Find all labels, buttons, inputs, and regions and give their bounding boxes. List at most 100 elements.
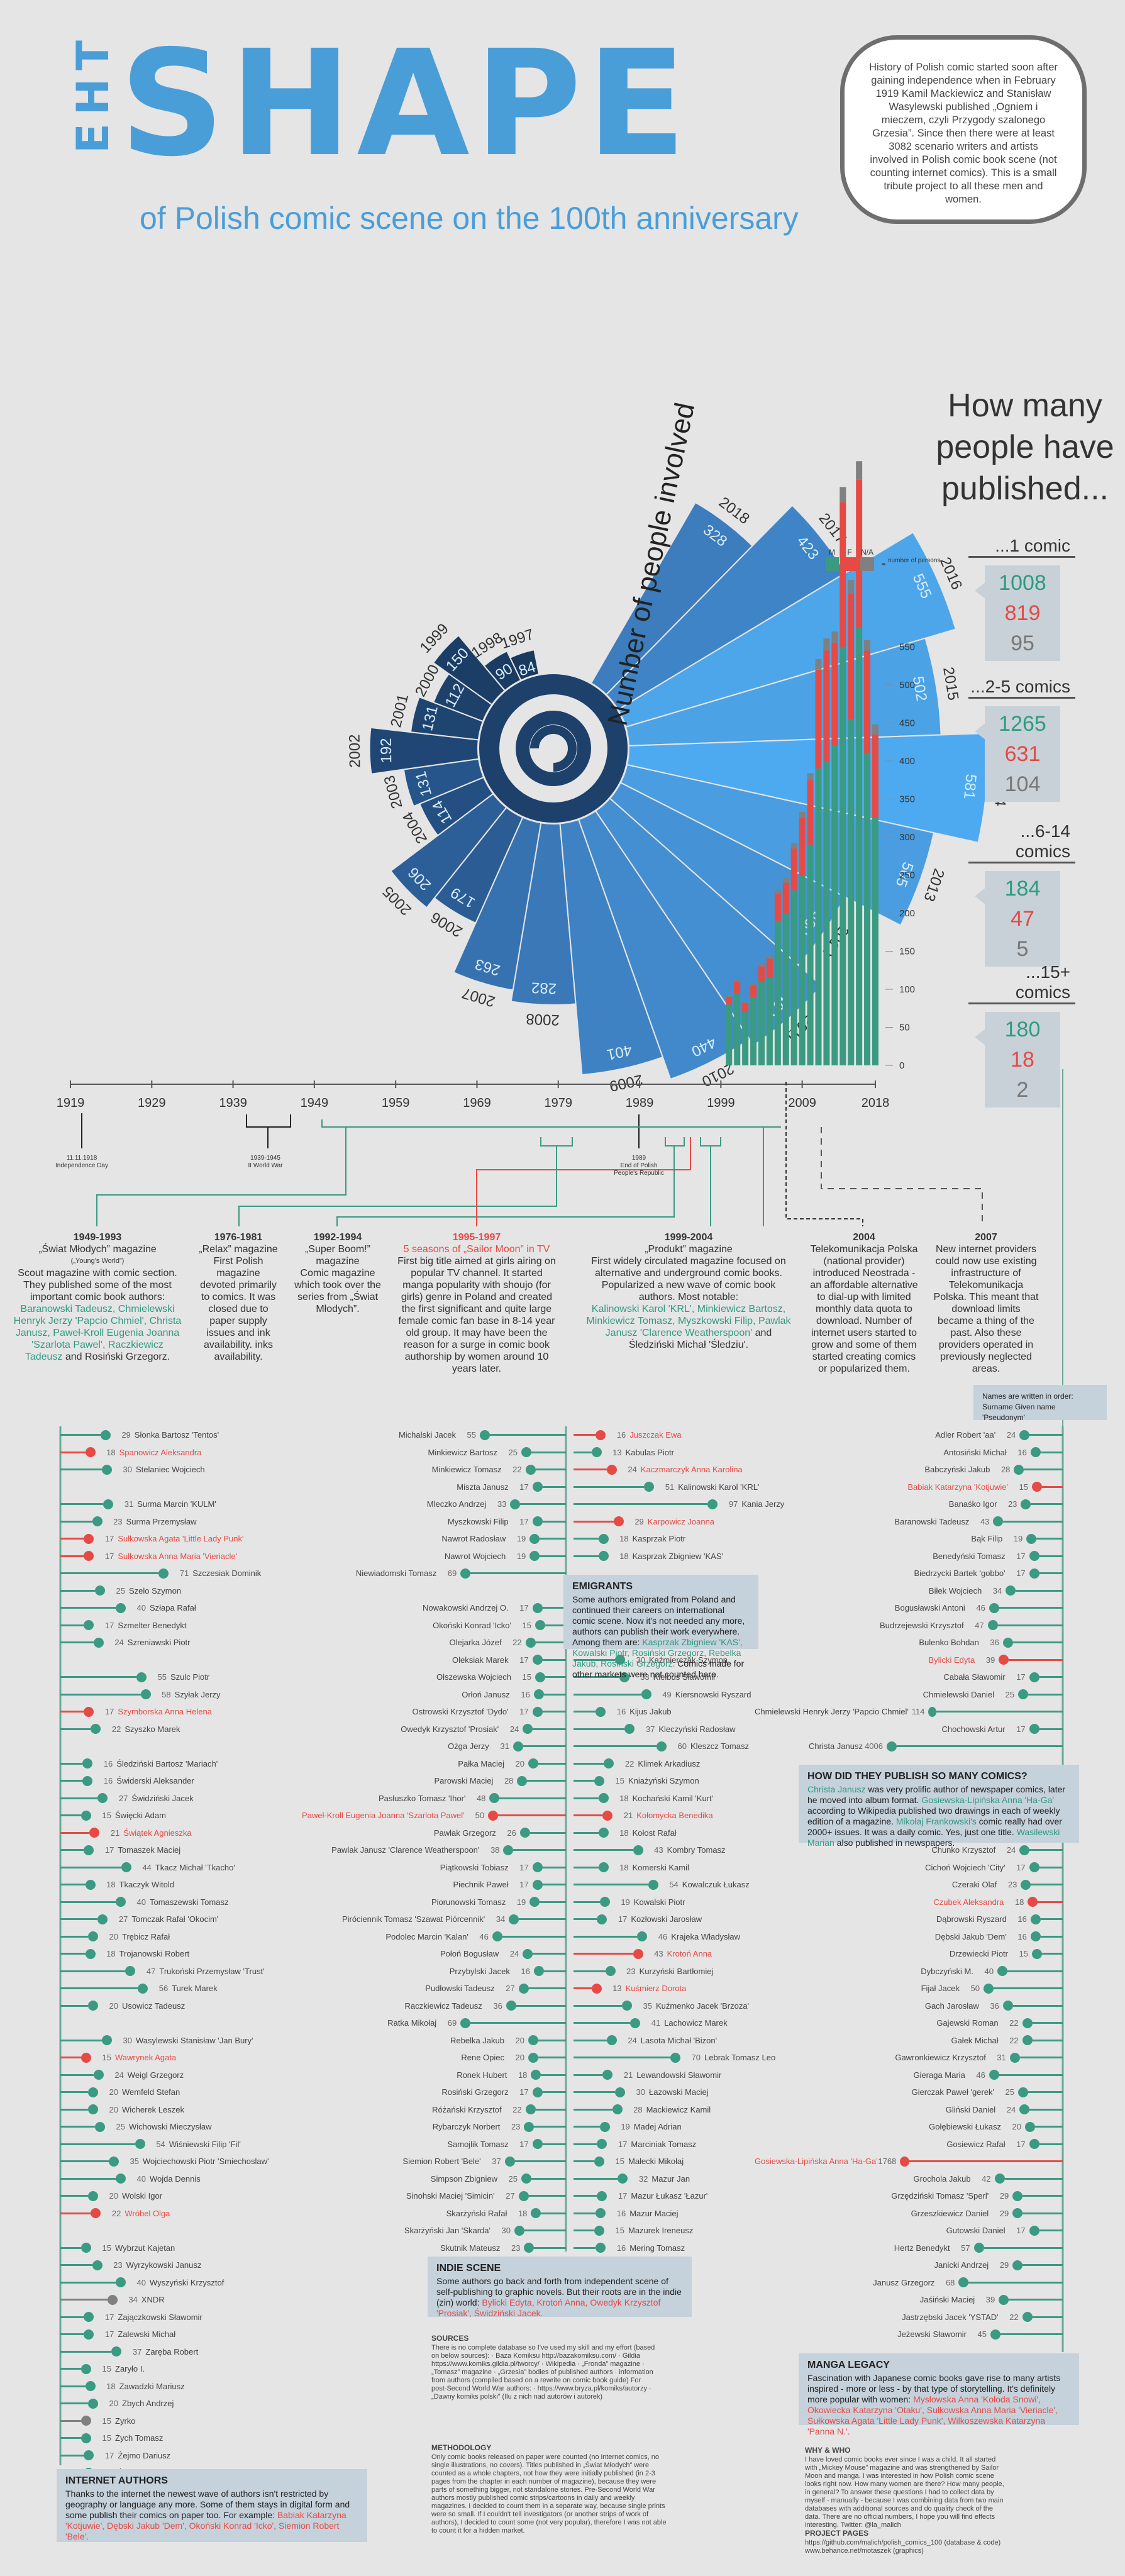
tier-female: 819 xyxy=(1004,601,1041,625)
bar-M-2007 xyxy=(782,913,789,1065)
gender-dot xyxy=(116,2277,126,2288)
comic-count: 16 xyxy=(103,1776,113,1786)
name-row: Janusz Grzegorz 68 xyxy=(755,2274,1063,2292)
name-row: 49 Kiersnowski Ryszard xyxy=(574,1686,835,1704)
name-row: Biłek Wojciech 34 xyxy=(755,1582,1063,1600)
bar-N/A-2003 xyxy=(750,983,757,985)
project-title: PROJECT PAGES xyxy=(805,2529,869,2538)
gender-dot xyxy=(612,2104,623,2115)
lollipop-stick xyxy=(542,2091,566,2094)
box-text-4: also published in newspapers. xyxy=(834,1838,955,1848)
gender-dot xyxy=(1021,1879,1031,1890)
polar-year-label: 2015 xyxy=(939,666,962,702)
author-name: Słonka Bartosz 'Tentos' xyxy=(134,1430,219,1440)
gender-dot xyxy=(707,1499,718,1509)
gender-dot xyxy=(107,2294,118,2305)
gender-dot xyxy=(591,1983,602,1994)
comic-count: 49 xyxy=(662,1689,672,1699)
author-name: Dybczyński M. xyxy=(921,1966,973,1976)
author-name: Szczesiak Dominik xyxy=(192,1568,262,1579)
name-row: 23 Kurzyński Bartłomiej xyxy=(574,1963,835,1980)
author-name: Parowski Maciej xyxy=(434,1776,494,1786)
comic-count: 50 xyxy=(970,1984,980,1994)
comic-count: 31 xyxy=(124,1499,134,1509)
name-row: 56 Turek Marek xyxy=(60,1980,322,1997)
comic-count: 29 xyxy=(635,1516,644,1526)
author-name: Piątkowski Tobiasz xyxy=(440,1862,509,1872)
name-row: 17 Zajączkowski Sławomir xyxy=(60,2309,322,2326)
gender-dot xyxy=(619,1672,629,1682)
event-2007: 2007 New internet providers could now us… xyxy=(933,1231,1039,1375)
comic-count: 21 xyxy=(110,1828,120,1838)
lollipop-stick xyxy=(1032,2316,1063,2318)
gender-dot xyxy=(596,1706,606,1717)
comic-count: 19 xyxy=(516,1534,526,1544)
comic-count: 34 xyxy=(496,1914,506,1924)
name-row: 15 Mazurek Ireneusz xyxy=(574,2222,835,2240)
name-row: 17 Żejmo Dariusz xyxy=(60,2447,322,2465)
comic-count: 23 xyxy=(113,2260,123,2270)
legend-swatch xyxy=(825,557,839,571)
comic-count: 17 xyxy=(1016,1724,1026,1734)
name-row: 15 Żych Tomasz xyxy=(60,2429,322,2447)
author-name: Kaźmierczak Szymon xyxy=(649,1655,728,1665)
comic-count: 17 xyxy=(104,2329,114,2340)
author-name: Wichowski Mieczysław xyxy=(129,2122,212,2132)
name-row: Nawrot Wojciech 19 xyxy=(302,1548,566,1565)
gender-dot xyxy=(489,1793,500,1804)
tier-male: 1008 xyxy=(999,571,1046,595)
gender-dot xyxy=(88,2001,98,2011)
gender-dot xyxy=(529,1897,540,1907)
comic-count: 30 xyxy=(636,2087,645,2097)
author-name: Wróbel Olga xyxy=(125,2208,170,2218)
bar-M-2012 xyxy=(823,761,830,1065)
author-name: Kiełbus Sławomir xyxy=(653,1672,716,1682)
author-name: Trojanowski Robert xyxy=(119,1949,190,1959)
sources-title: SOURCES xyxy=(431,2334,469,2343)
comic-count: 20 xyxy=(109,2001,118,2011)
polar-bar-2008 xyxy=(510,822,577,1006)
name-row: 15 Kniażyński Szymon xyxy=(574,1772,835,1790)
author-name: Stelaniec Wojciech xyxy=(136,1465,205,1475)
name-row xyxy=(58,1652,322,1669)
name-row xyxy=(302,1582,566,1600)
gender-dot xyxy=(605,1966,616,1977)
gender-dot xyxy=(503,1845,514,1855)
lollipop-stick xyxy=(1009,2299,1063,2301)
comic-count: 15 xyxy=(1019,1482,1028,1492)
name-row: 18 Zawadzki Mariusz xyxy=(60,2378,322,2396)
gender-dot xyxy=(111,2346,122,2357)
gender-dot xyxy=(618,2174,628,2184)
author-name: Tomaszek Maciej xyxy=(118,1845,181,1855)
author-name: Szreniawski Piotr xyxy=(127,1638,191,1648)
author-name: Ronek Hubert xyxy=(457,2070,507,2080)
author-name: Łazowski Maciej xyxy=(649,2087,709,2097)
lollipop-stick xyxy=(542,2143,566,2145)
comic-count: 15 xyxy=(102,2243,111,2253)
author-name: Kaczmarczyk Anna Karolina xyxy=(640,1465,743,1475)
gender-dot xyxy=(518,1983,529,1994)
name-row: Piorunowski Tomasz 19 xyxy=(302,1894,566,1911)
name-row: 17 Mazur Łukasz 'Łazur' xyxy=(574,2187,835,2205)
gender-dot xyxy=(92,2260,103,2270)
author-name: Nawrot Wojciech xyxy=(444,1551,506,1561)
title-the-letter: H xyxy=(67,79,119,116)
lollipop-stick xyxy=(574,1849,633,1852)
marker-text: Independence Day xyxy=(55,1162,108,1169)
lollipop-stick xyxy=(534,2126,566,2128)
lollipop-stick xyxy=(574,2057,670,2059)
name-row: 15 Zaryło I. xyxy=(60,2360,322,2378)
bar-F-2004 xyxy=(758,966,765,982)
y-tick-label: 200 xyxy=(899,908,915,919)
name-row: Gach Jarosław 36 xyxy=(755,1997,1063,2015)
event-text: First Polish magazine devoted primarily … xyxy=(200,1256,277,1362)
comic-count: 17 xyxy=(519,2139,529,2149)
lollipop-stick xyxy=(999,1607,1063,1609)
author-name: Świdziński Jacek xyxy=(131,1793,194,1803)
author-name: Kleszcz Tomasz xyxy=(690,1741,749,1752)
name-row: Pawlak Janusz 'Clarence Weatherspoon' 38 xyxy=(302,1841,566,1859)
lollipop-stick xyxy=(574,2212,596,2214)
name-row: 24 Weigl Grzegorz xyxy=(60,2067,322,2084)
comic-count: 25 xyxy=(508,2174,518,2184)
comic-count: 48 xyxy=(476,1793,486,1803)
